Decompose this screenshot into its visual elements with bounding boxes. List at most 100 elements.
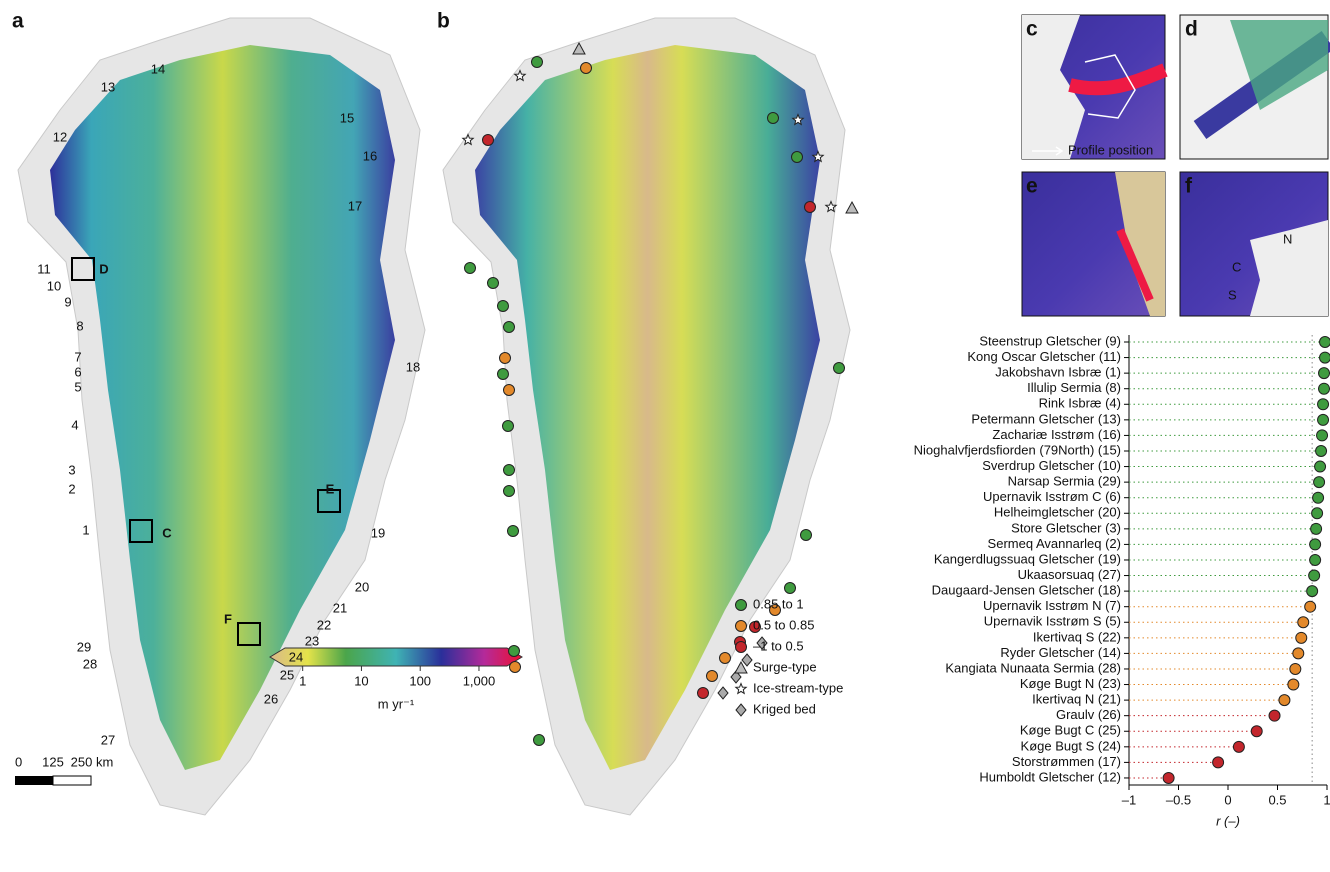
glacier-marker [785, 583, 796, 594]
category-label: Ryder Gletscher (14) [1000, 645, 1121, 660]
dot [1296, 632, 1307, 643]
glacier-marker [534, 735, 545, 746]
category-label: Kangerdlugssuaq Gletscher (19) [934, 551, 1121, 566]
x-tick-label: 0.5 [1268, 792, 1286, 807]
dot [1320, 352, 1330, 363]
dot [1319, 383, 1330, 394]
glacier-marker [503, 421, 514, 432]
panel-label: c [1026, 18, 1038, 41]
category-label: Køge Bugt C (25) [1020, 723, 1121, 738]
glacier-label: 6 [74, 364, 81, 379]
glacier-marker [504, 465, 515, 476]
dot [1279, 695, 1290, 706]
glacier-label: 26 [264, 691, 278, 706]
legend-label: Kriged bed [753, 701, 816, 716]
glacier-marker [792, 152, 803, 163]
colorbar-tick-label: 100 [409, 673, 431, 688]
glacier-marker [483, 135, 494, 146]
dot [1314, 477, 1325, 488]
figure: abcdef1314151216171110987654183211920212… [0, 0, 1330, 872]
dot [1213, 757, 1224, 768]
x-tick-label: 1 [1323, 792, 1330, 807]
colorbar-tick-label: 10 [354, 673, 368, 688]
region-label: E [326, 481, 335, 496]
dot [1269, 710, 1280, 721]
region-label: F [224, 611, 232, 626]
category-label: Upernavik Isstrøm N (7) [983, 598, 1121, 613]
glacier-marker [510, 662, 521, 673]
dot [1305, 601, 1316, 612]
scale-label: 250 km [71, 754, 114, 769]
category-label: Ukaasorsuaq (27) [1018, 567, 1121, 582]
dot [1318, 399, 1329, 410]
map-a [18, 18, 425, 815]
panel-label: a [12, 10, 24, 33]
category-label: Illulip Sermia (8) [1027, 380, 1121, 395]
category-label: Storstrømmen (17) [1012, 754, 1121, 769]
legend-marker [736, 684, 746, 694]
region-label: D [99, 261, 108, 276]
glacier-label: 7 [74, 349, 81, 364]
category-label: Zachariæ Isstrøm (16) [992, 427, 1121, 442]
glacier-marker [581, 63, 592, 74]
glacier-marker [707, 671, 718, 682]
glacier-marker [768, 113, 779, 124]
x-axis-label: r (–) [1216, 813, 1240, 828]
map-b [443, 18, 850, 815]
legend-marker [736, 621, 747, 632]
x-tick-label: –1 [1122, 792, 1136, 807]
glacier-label: 8 [76, 318, 83, 333]
glacier-label: 13 [101, 79, 115, 94]
scale-black [15, 776, 53, 785]
colorbar-tick-label: 1,000 [463, 673, 496, 688]
dot [1310, 554, 1321, 565]
glacier-marker [846, 202, 858, 213]
colorbar-fill [270, 648, 522, 666]
glacier-label: 25 [280, 667, 294, 682]
legend-marker [736, 642, 747, 653]
dot [1313, 492, 1324, 503]
panel-label: f [1185, 175, 1193, 198]
category-label: Steenstrup Gletscher (9) [979, 333, 1121, 348]
dot [1312, 508, 1323, 519]
glacier-marker [504, 385, 515, 396]
glacier-label: 24 [289, 649, 303, 664]
glacier-label: 5 [74, 379, 81, 394]
category-label: Upernavik Isstrøm S (5) [984, 614, 1121, 629]
insets [1022, 15, 1328, 316]
category-label: Graulv (26) [1056, 707, 1121, 722]
panel-label: d [1185, 18, 1198, 41]
category-label: Køge Bugt N (23) [1020, 676, 1121, 691]
dot [1318, 414, 1329, 425]
category-label: Ikertivaq S (22) [1033, 629, 1121, 644]
category-label: Kong Oscar Gletscher (11) [967, 349, 1121, 364]
x-tick-label: –0.5 [1166, 792, 1191, 807]
glacier-label: 10 [47, 278, 61, 293]
dot [1233, 741, 1244, 752]
dot [1319, 368, 1330, 379]
glacier-label: 20 [355, 579, 369, 594]
dot [1315, 461, 1326, 472]
legend-label: Ice-stream-type [753, 680, 843, 695]
x-tick-label: 0 [1224, 792, 1231, 807]
scale-label: 125 [42, 754, 64, 769]
category-label: Upernavik Isstrøm C (6) [983, 489, 1121, 504]
glacier-label: 23 [305, 633, 319, 648]
scale-label: 0 [15, 754, 22, 769]
glacier-label: 12 [53, 129, 67, 144]
glacier-label: 1 [82, 522, 89, 537]
dot [1163, 772, 1174, 783]
glacier-marker [498, 369, 509, 380]
category-label: Jakobshavn Isbræ (1) [995, 365, 1121, 380]
inset-f-label: N [1283, 231, 1292, 246]
glacier-marker [509, 646, 520, 657]
glacier-marker [720, 653, 731, 664]
dot [1293, 648, 1304, 659]
category-label: Sverdrup Gletscher (10) [982, 458, 1121, 473]
profile-label: Profile position [1068, 142, 1153, 157]
category-label: Ikertivaq N (21) [1032, 692, 1121, 707]
scale-white [53, 776, 91, 785]
category-label: Humboldt Gletscher (12) [979, 769, 1121, 784]
legend-marker [736, 600, 747, 611]
dot [1307, 586, 1318, 597]
